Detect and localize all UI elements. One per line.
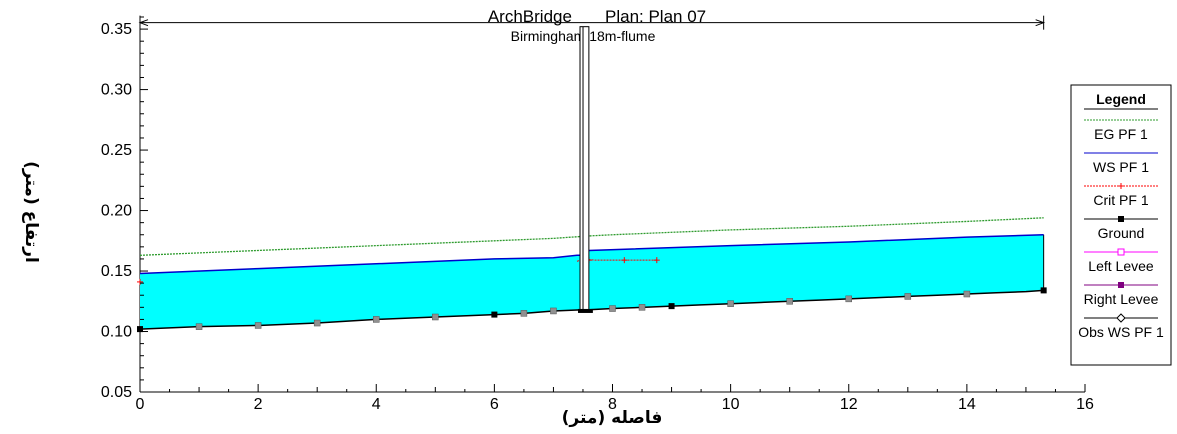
ground-marker [727, 300, 734, 307]
legend-marker [1116, 313, 1126, 323]
bridge-pier [579, 26, 590, 312]
ground-marker [137, 326, 143, 333]
ground-marker [550, 307, 557, 315]
legend-label: Right Levee [1084, 291, 1159, 307]
legend-marker [1117, 248, 1125, 256]
y-tick-label: 0.35 [101, 21, 132, 38]
y-axis: 0.05 0.10 0.15 0.20 0.25 0.30 0.35 [101, 16, 148, 401]
ground-marker [373, 316, 380, 323]
ground-marker [638, 304, 646, 311]
y-tick-label: 0.25 [101, 142, 132, 159]
ground-marker [609, 305, 616, 312]
extent-arrow-head-right [1035, 19, 1046, 27]
y-tick-label: 0.15 [101, 263, 132, 280]
x-tick-label: 10 [722, 396, 740, 413]
x-tick-label: 12 [840, 396, 858, 413]
bridge-base [578, 308, 593, 313]
legend: Legend EG PF 1 WS PF 1 Crit PF 1 Ground Left … [1070, 84, 1172, 366]
x-tick-label: 0 [136, 396, 145, 413]
legend-label: Obs WS PF 1 [1078, 324, 1164, 340]
ground-marker [432, 313, 439, 321]
ground-marker [491, 311, 498, 318]
ground-marker [1040, 287, 1047, 294]
ground-marker [786, 298, 793, 305]
legend-label: WS PF 1 [1093, 159, 1149, 175]
water-area-layer [140, 234, 1045, 330]
legend-marker [1118, 216, 1124, 222]
ground-marker [904, 293, 912, 300]
y-axis-title: ارتفاع (متر) [21, 161, 41, 263]
eg-line [139, 217, 1044, 256]
ground-marker [520, 310, 528, 317]
y-tick-label: 0.10 [101, 324, 132, 341]
x-tick-label: 2 [254, 396, 263, 413]
ground-marker [963, 290, 971, 298]
y-tick-label: 0.30 [101, 82, 132, 99]
ground-marker [195, 323, 203, 330]
legend-label: EG PF 1 [1094, 126, 1148, 142]
legend-title: Legend [1096, 91, 1146, 107]
bridge-layer [578, 26, 593, 313]
x-axis: 0 2 4 6 8 10 12 14 16 [136, 384, 1094, 413]
ground-marker [254, 322, 262, 329]
legend-label: Crit PF 1 [1093, 192, 1148, 208]
x-axis-title: فاصله (متر) [562, 408, 663, 428]
x-tick-label: 14 [958, 396, 976, 413]
ground-marker [845, 295, 852, 303]
y-tick-label: 0.20 [101, 203, 132, 220]
x-tick-label: 6 [490, 396, 499, 413]
x-tick-label: 4 [372, 396, 381, 413]
extent-arrow-head-left [138, 19, 149, 27]
legend-marker [1118, 282, 1124, 288]
ground-marker [668, 303, 675, 310]
chart-title: ArchBridge Plan: Plan 07 [488, 7, 706, 26]
x-tick-label: 16 [1076, 396, 1094, 413]
legend-label: Ground [1098, 225, 1145, 241]
water-surface-area [140, 234, 1044, 330]
extent-arrow-layer [138, 15, 1046, 30]
x-tick-label: 8 [608, 396, 617, 413]
legend-label: Left Levee [1088, 258, 1154, 274]
ground-marker [313, 319, 321, 327]
y-tick-label: 0.05 [101, 384, 132, 401]
plot-frame [139, 17, 1085, 393]
